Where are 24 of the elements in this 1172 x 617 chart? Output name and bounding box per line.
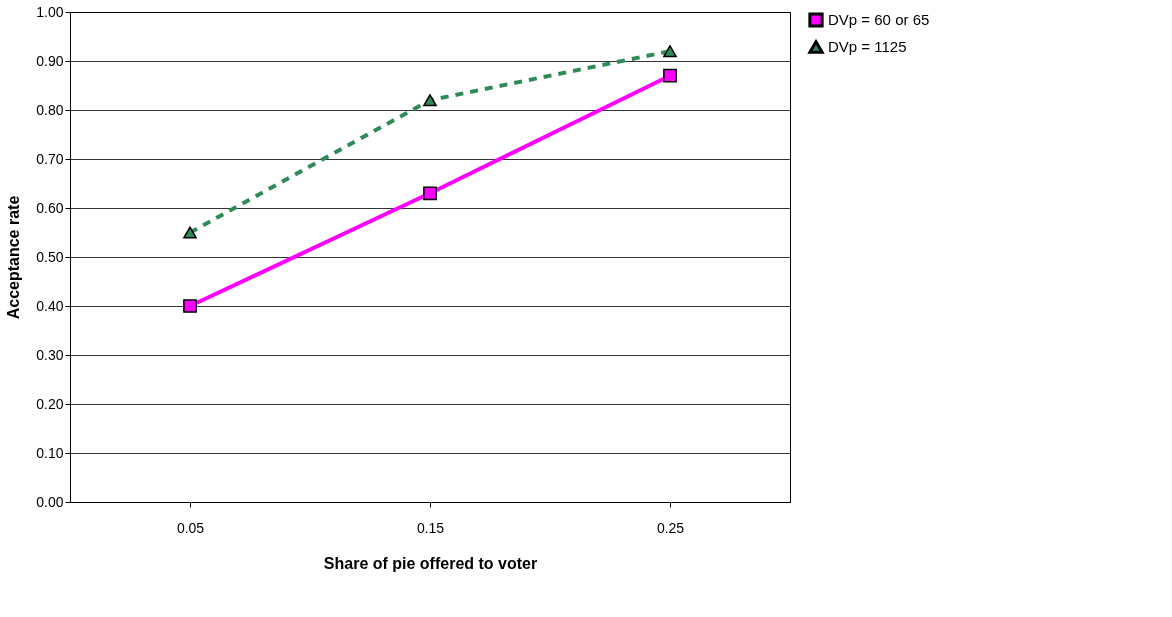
- point: [423, 94, 437, 107]
- x-axis-title: Share of pie offered to voter: [323, 554, 538, 572]
- point: [663, 45, 677, 58]
- y-tick-label: 0.20: [36, 395, 64, 412]
- y-axis-title: Acceptance rate: [5, 195, 23, 320]
- legend-label: DVp = 1125: [828, 38, 907, 55]
- y-tick-label: 0.30: [36, 346, 64, 363]
- y-tick-label: 0.90: [36, 52, 64, 69]
- y-tick-label: 0.00: [36, 493, 64, 510]
- y-tick-label: 0.70: [36, 150, 64, 167]
- x-tick-label: 0.05: [176, 519, 205, 536]
- y-tick-label: 0.40: [36, 297, 64, 314]
- point: [663, 68, 677, 83]
- y-tick-label: 0.50: [36, 248, 64, 265]
- legend-label: DVp = 60 or 65: [828, 11, 930, 28]
- y-tick-label: 0.60: [36, 199, 64, 216]
- point: [183, 299, 197, 313]
- y-tick-label: 0.80: [36, 101, 64, 118]
- y-tick-label: 1.00: [36, 3, 64, 20]
- point: [183, 226, 197, 239]
- x-tick-label: 0.25: [656, 519, 685, 536]
- x-tick-label: 0.15: [416, 519, 445, 536]
- point: [423, 186, 437, 201]
- y-tick-label: 0.10: [36, 444, 64, 461]
